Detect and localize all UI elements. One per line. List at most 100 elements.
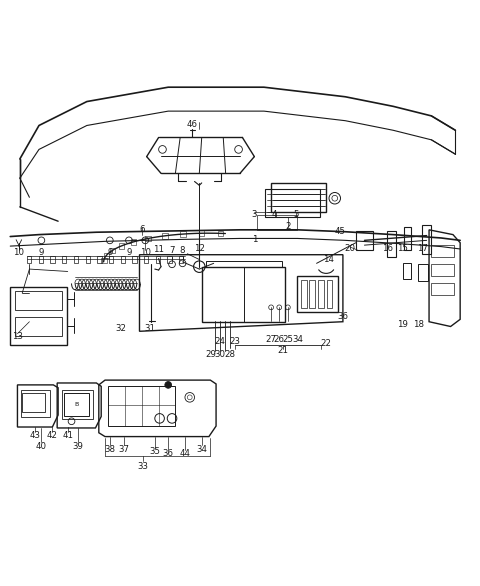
Text: 15: 15 (397, 244, 408, 254)
Text: 38: 38 (104, 445, 115, 454)
Text: 31: 31 (144, 325, 156, 333)
Bar (62, 255, 66, 263)
Bar (218, 230, 224, 236)
Text: 22: 22 (321, 339, 332, 347)
Bar (119, 243, 124, 249)
Text: 2: 2 (285, 223, 290, 231)
Text: 9: 9 (107, 248, 112, 257)
Bar (180, 231, 185, 237)
Bar (10, 287, 67, 345)
Text: 27: 27 (265, 335, 276, 345)
Bar (104, 253, 109, 258)
Text: 8: 8 (180, 246, 185, 255)
Bar (199, 230, 204, 236)
Text: 9: 9 (126, 248, 132, 257)
Bar (62, 390, 93, 420)
Text: 11: 11 (153, 246, 164, 254)
Text: 34: 34 (196, 445, 207, 454)
Text: 5: 5 (294, 210, 299, 219)
Bar (144, 255, 148, 263)
Text: B: B (74, 401, 78, 407)
Bar (156, 255, 160, 263)
Bar (356, 231, 372, 250)
Bar (387, 231, 396, 257)
Bar (301, 280, 307, 308)
Bar (101, 258, 107, 264)
Text: 41: 41 (62, 431, 73, 440)
Text: 43: 43 (30, 431, 41, 440)
Bar (21, 390, 50, 417)
Bar (432, 245, 455, 257)
Bar (202, 267, 286, 322)
Text: 24: 24 (215, 338, 226, 346)
Text: 19: 19 (397, 319, 408, 329)
Bar (205, 261, 282, 267)
Bar (432, 264, 455, 276)
Text: 1: 1 (252, 235, 257, 244)
Text: 36: 36 (337, 312, 348, 322)
Bar (39, 255, 43, 263)
Bar (108, 386, 175, 425)
Text: 44: 44 (180, 449, 191, 458)
Text: 7: 7 (169, 246, 175, 255)
Bar (265, 189, 321, 217)
Bar (97, 255, 102, 263)
Bar (22, 393, 45, 412)
Text: 28: 28 (224, 350, 235, 359)
Bar (27, 255, 31, 263)
Text: 12: 12 (194, 244, 205, 254)
Text: 3: 3 (252, 210, 257, 219)
Text: 40: 40 (36, 442, 47, 451)
Text: 21: 21 (277, 346, 288, 355)
Text: 16: 16 (382, 244, 393, 254)
Text: 23: 23 (230, 338, 240, 346)
Circle shape (165, 381, 171, 389)
Text: 29: 29 (205, 350, 216, 359)
Text: 39: 39 (73, 442, 84, 451)
Bar (298, 276, 338, 312)
Text: 42: 42 (47, 431, 58, 440)
Bar (432, 284, 455, 295)
Bar (74, 255, 78, 263)
Text: 46: 46 (187, 120, 198, 129)
Text: 20: 20 (345, 244, 356, 254)
Text: 6: 6 (139, 226, 144, 234)
Bar (418, 264, 428, 281)
Text: 18: 18 (413, 319, 424, 329)
Text: 9: 9 (39, 248, 44, 257)
Text: 36: 36 (163, 449, 174, 458)
Bar (318, 280, 324, 308)
Bar (85, 255, 90, 263)
Bar (310, 280, 315, 308)
Text: 37: 37 (119, 445, 130, 454)
Text: 35: 35 (149, 447, 160, 456)
Text: 25: 25 (282, 335, 293, 345)
Text: 17: 17 (417, 244, 428, 254)
Bar (257, 216, 298, 230)
Bar (64, 393, 89, 415)
Text: 33: 33 (138, 462, 149, 471)
Text: 32: 32 (116, 325, 127, 333)
Bar (15, 317, 62, 336)
Text: 26: 26 (274, 335, 285, 345)
Text: 10: 10 (13, 248, 24, 257)
Text: 30: 30 (215, 350, 226, 359)
Bar (120, 255, 125, 263)
Bar (326, 280, 332, 308)
Bar (162, 233, 168, 239)
Bar (403, 263, 411, 278)
Text: 34: 34 (293, 335, 304, 345)
Text: 10: 10 (140, 248, 151, 257)
Text: 4: 4 (272, 210, 277, 219)
Bar (50, 255, 55, 263)
Bar (109, 255, 113, 263)
Bar (132, 255, 137, 263)
Text: 45: 45 (335, 227, 346, 236)
Text: 14: 14 (323, 255, 334, 264)
Bar (422, 225, 432, 254)
Bar (404, 227, 411, 250)
Bar (179, 255, 183, 263)
Text: 13: 13 (12, 332, 23, 340)
Bar (109, 248, 115, 253)
Bar (145, 236, 151, 241)
